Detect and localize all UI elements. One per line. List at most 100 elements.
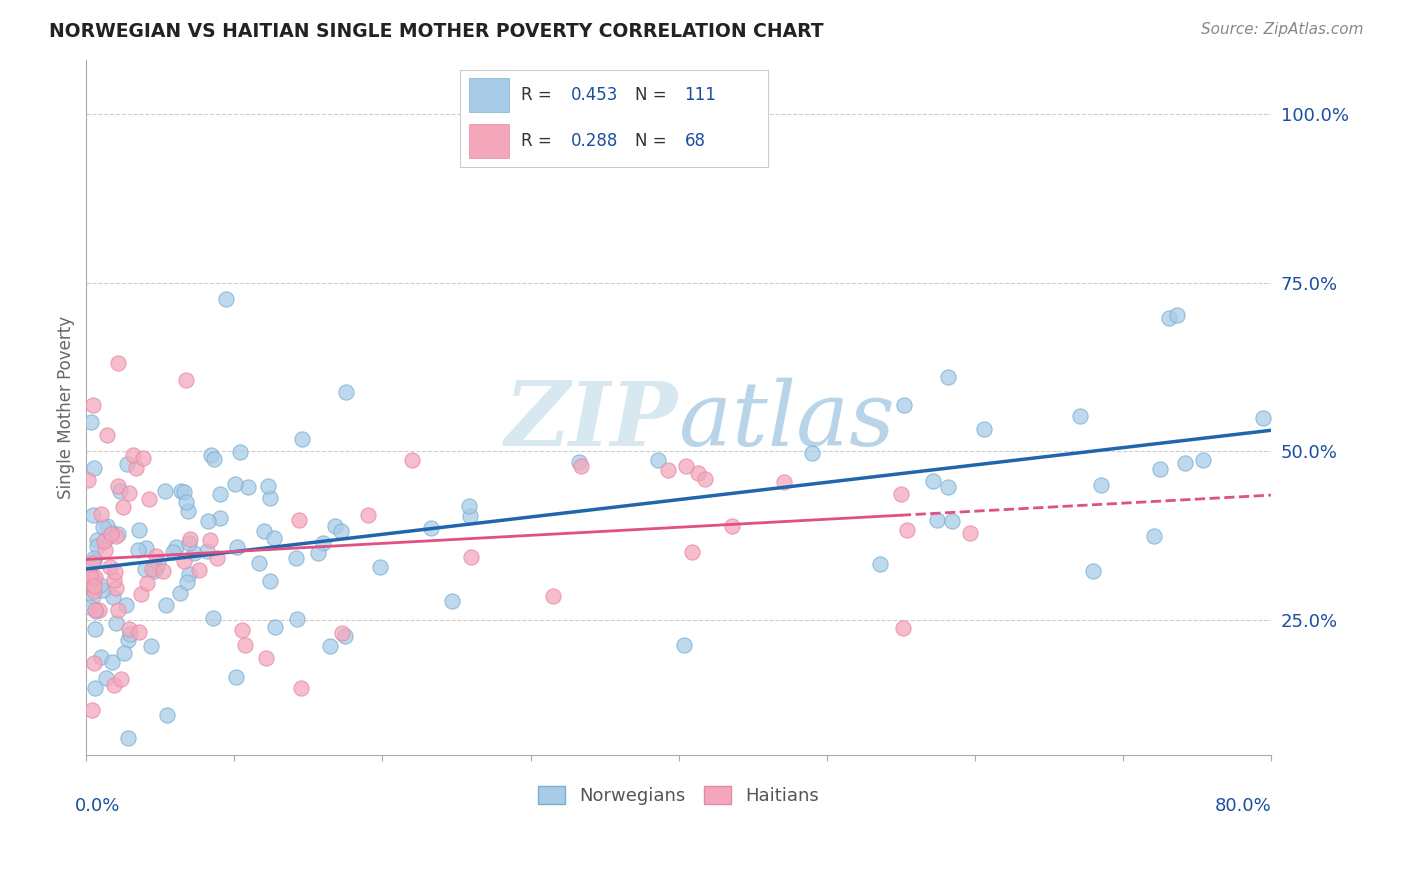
Point (1251, 411, 1274, 425)
Point (83, 657, 105, 671)
Point (922, 475, 945, 489)
Point (675, 459, 697, 474)
Point (259, 491, 281, 506)
Point (200, 448, 222, 462)
Point (143, 565, 166, 579)
Point (941, 514, 963, 528)
Point (117, 633, 139, 648)
Point (117, 731, 139, 745)
Point (162, 545, 184, 559)
Point (236, 480, 259, 494)
Point (179, 566, 201, 581)
Point (225, 670, 247, 684)
Point (107, 357, 129, 371)
Point (1191, 452, 1213, 467)
Point (458, 508, 481, 523)
Point (1157, 310, 1180, 325)
Point (215, 292, 238, 306)
Point (249, 556, 271, 570)
Point (312, 535, 335, 549)
Point (183, 546, 205, 560)
Point (118, 486, 141, 500)
Point (76, 473, 98, 487)
Point (198, 533, 221, 547)
Point (1142, 529, 1164, 543)
Point (254, 651, 277, 665)
Point (120, 627, 142, 641)
Point (357, 508, 380, 523)
Point (176, 574, 198, 589)
Point (936, 480, 959, 494)
Point (79, 599, 101, 614)
Point (104, 616, 127, 631)
Point (896, 524, 918, 538)
Legend: Norwegians, Haitians: Norwegians, Haitians (531, 779, 827, 813)
Point (101, 656, 124, 670)
Point (152, 565, 174, 579)
Point (82, 571, 104, 585)
Point (86, 604, 108, 618)
Point (174, 373, 197, 387)
Point (936, 369, 959, 384)
Point (284, 551, 307, 566)
Point (1174, 457, 1197, 471)
Point (110, 672, 132, 686)
Point (401, 453, 423, 467)
Point (773, 475, 796, 489)
Point (673, 639, 696, 653)
Point (146, 556, 169, 570)
Point (290, 681, 312, 696)
Point (179, 532, 201, 546)
Point (104, 565, 127, 579)
Point (165, 541, 187, 555)
Point (195, 544, 218, 558)
Point (138, 492, 160, 507)
Point (96, 427, 118, 442)
Point (541, 589, 564, 603)
Point (209, 487, 232, 501)
Point (134, 561, 156, 575)
Point (83, 622, 105, 636)
Point (890, 487, 912, 501)
Point (959, 526, 981, 541)
Text: atlas: atlas (679, 378, 894, 465)
Point (205, 550, 228, 565)
Point (173, 554, 195, 568)
Point (201, 611, 224, 625)
Point (657, 463, 679, 477)
Point (90, 508, 112, 522)
Point (89, 603, 111, 617)
Point (86, 540, 108, 554)
Point (335, 384, 357, 399)
Point (457, 499, 479, 513)
Point (83, 584, 105, 599)
Point (187, 563, 209, 577)
Point (1166, 309, 1188, 323)
Point (323, 519, 346, 533)
Point (869, 557, 891, 571)
Point (118, 622, 141, 636)
Point (82, 508, 104, 522)
Point (136, 575, 159, 590)
Point (1069, 409, 1091, 424)
Point (80, 703, 103, 717)
Point (225, 540, 247, 554)
Point (121, 448, 143, 462)
Point (925, 513, 948, 527)
Point (83, 681, 105, 695)
Point (173, 485, 195, 500)
Point (93, 533, 115, 547)
Point (83, 603, 105, 617)
Text: ZIP: ZIP (505, 378, 679, 465)
Point (131, 451, 153, 466)
Point (103, 573, 125, 587)
Point (568, 455, 591, 469)
Point (112, 500, 135, 514)
Point (114, 599, 136, 613)
Point (156, 707, 179, 722)
Point (139, 639, 162, 653)
Text: 80.0%: 80.0% (1215, 797, 1271, 815)
Point (155, 598, 177, 612)
Point (1149, 461, 1171, 475)
Point (128, 524, 150, 538)
